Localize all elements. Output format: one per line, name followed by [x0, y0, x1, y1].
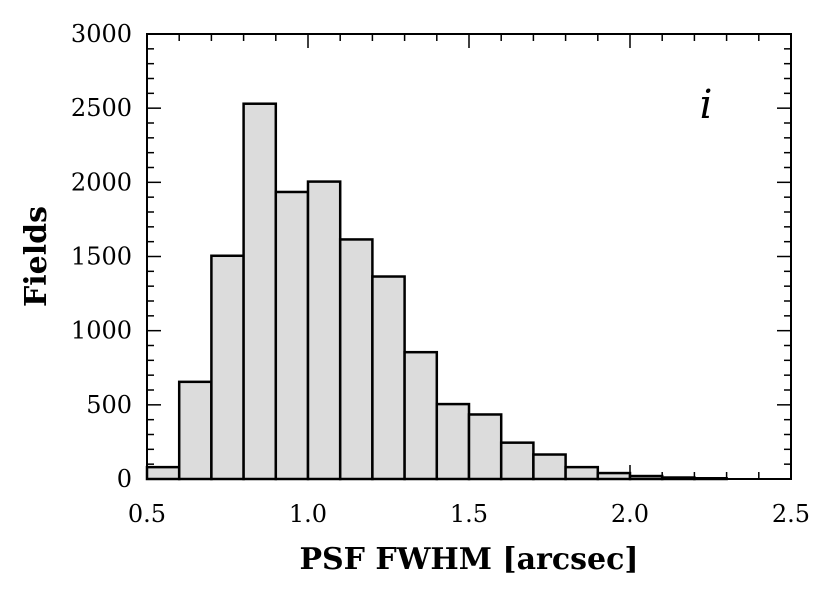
histogram-bar: [499, 441, 535, 481]
histogram-bar: [306, 180, 342, 481]
y-axis-title: Fields: [19, 206, 54, 307]
histogram-bar: [435, 402, 471, 481]
x-axis-title: PSF FWHM [arcsec]: [299, 542, 638, 577]
histogram-bar: [210, 254, 245, 481]
histogram-bar: [532, 453, 567, 481]
histogram-bar: [274, 190, 310, 481]
ticks-group: [146, 33, 792, 480]
y-tick-label: 0: [117, 465, 132, 493]
y-tick-label: 1000: [71, 317, 132, 345]
x-tick-label: 2.0: [611, 500, 649, 528]
histogram-bar: [145, 465, 181, 481]
x-tick-label: 1.0: [289, 500, 327, 528]
histogram-bar: [467, 413, 503, 481]
histogram-bar: [564, 465, 600, 481]
tick-labels-group: 0.5 1.0 1.5 2.0 2.5 0 500 1000 1500 2000 2500 3000: [71, 20, 810, 528]
histogram-bar: [371, 275, 406, 481]
x-tick-label: 2.5: [772, 500, 810, 528]
histogram-bar: [403, 350, 439, 481]
bars-group: [145, 102, 728, 481]
band-annotation: i: [700, 82, 713, 128]
y-tick-label: 2000: [71, 168, 132, 196]
histogram-bar: [242, 102, 278, 481]
y-tick-label: 2500: [71, 94, 132, 122]
x-tick-label: 1.5: [450, 500, 488, 528]
y-tick-label: 3000: [71, 20, 132, 48]
histogram-bar: [177, 380, 213, 481]
histogram-bar: [338, 238, 374, 481]
y-tick-label: 500: [86, 391, 132, 419]
x-tick-label: 0.5: [128, 500, 166, 528]
y-tick-label: 1500: [71, 243, 132, 271]
